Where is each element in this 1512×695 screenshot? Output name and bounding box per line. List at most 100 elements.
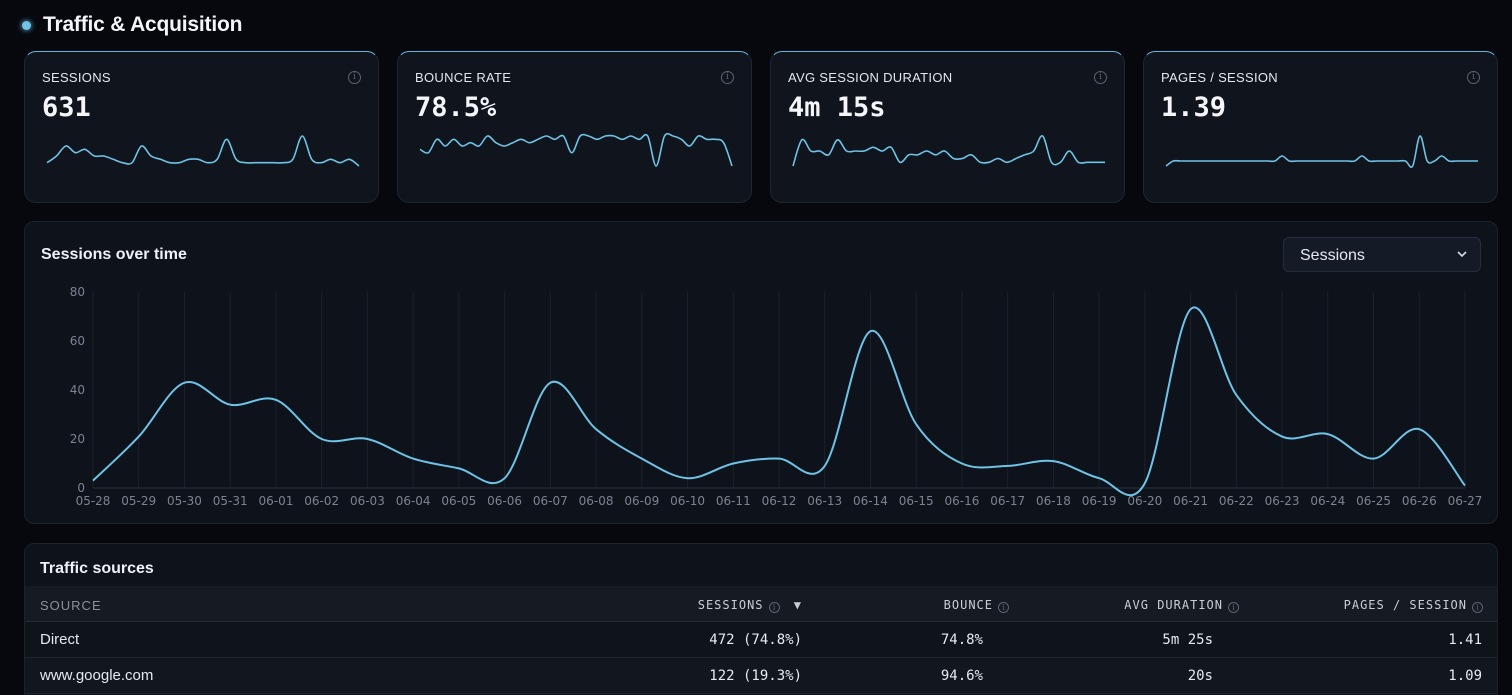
y-tick-label: 80: [70, 285, 85, 299]
info-icon[interactable]: i: [1472, 602, 1483, 613]
traffic-sources-card: Traffic sources SOURCE SESSIONS i ▼ BOUNC…: [24, 543, 1498, 695]
data-point: [410, 456, 416, 462]
kpi-card-bounce-rate: BOUNCE RATE 78.5% i: [397, 51, 752, 203]
data-point: [1233, 392, 1239, 398]
status-dot-icon: [22, 20, 31, 30]
data-point: [1188, 306, 1194, 312]
metric-select[interactable]: Sessions: [1283, 237, 1481, 272]
sparkline: [792, 135, 1105, 167]
data-point: [547, 380, 553, 386]
kpi-value: 1.39: [1161, 92, 1227, 123]
data-point: [273, 397, 279, 403]
info-icon[interactable]: i: [348, 71, 361, 84]
kpi-card-sessions: SESSIONS 631 i: [24, 51, 379, 203]
sessions-chart-card: 05-28 05-29 05-30 05-31 06-01 06-02 06-03 06-04…: [24, 221, 1498, 524]
info-icon[interactable]: i: [1467, 71, 1480, 84]
x-tick-label: 06-14: [853, 494, 888, 508]
info-icon[interactable]: i: [998, 602, 1009, 613]
table-header: SOURCE SESSIONS i ▼ BOUNCE i AVG DURATION i…: [25, 586, 1497, 622]
data-point: [639, 456, 645, 462]
x-tick-label: 06-16: [944, 494, 979, 508]
x-tick-label: 05-29: [121, 494, 156, 508]
kpi-card-pages-per-session: PAGES / SESSION 1.39 i: [1143, 51, 1498, 203]
section-title: Traffic & Acquisition: [43, 13, 243, 36]
data-point: [502, 475, 508, 481]
kpi-label: AVG SESSION DURATION: [788, 70, 953, 85]
data-point: [456, 465, 462, 471]
kpi-value: 4m 15s: [788, 92, 886, 123]
data-point: [685, 475, 691, 481]
x-tick-label: 06-10: [670, 494, 705, 508]
info-icon[interactable]: i: [1094, 71, 1107, 84]
kpi-label: BOUNCE RATE: [415, 70, 512, 85]
data-point: [364, 436, 370, 442]
sparkline-path: [46, 135, 360, 167]
data-point: [776, 456, 782, 462]
column-header-sessions-label: SESSIONS: [697, 598, 764, 612]
cell-avg-duration: 5m 25s: [1162, 632, 1213, 648]
x-tick-label: 06-20: [1127, 494, 1162, 508]
column-header-duration-label: AVG DURATION: [1124, 598, 1223, 612]
column-header-pages-per-session[interactable]: PAGES / SESSION i: [1344, 598, 1483, 613]
sparkline-path: [419, 132, 733, 167]
y-tick-label: 0: [77, 481, 85, 495]
cell-avg-duration: 20s: [1187, 668, 1213, 684]
x-tick-label: 06-11: [716, 494, 751, 508]
y-tick-label: 20: [70, 432, 85, 446]
cell-sessions: 472 (74.8%): [709, 632, 802, 648]
data-point: [959, 461, 965, 467]
x-tick-label: 06-23: [1265, 494, 1300, 508]
x-tick-label: 06-02: [304, 494, 339, 508]
cell-pages-per-session: 1.41: [1448, 632, 1482, 648]
sparkline: [46, 135, 360, 167]
kpi-label: PAGES / SESSION: [1161, 70, 1278, 85]
cell-source: www.google.com: [40, 667, 154, 684]
info-icon[interactable]: i: [768, 602, 780, 613]
x-tick-label: 06-25: [1356, 494, 1391, 508]
cell-bounce: 94.6%: [940, 668, 983, 684]
sessions-line-chart: 05-28 05-29 05-30 05-31 06-01 06-02 06-03 06-04…: [70, 285, 1483, 508]
column-header-avg-duration[interactable]: AVG DURATION i: [1124, 598, 1239, 613]
data-point: [867, 328, 873, 334]
column-header-bounce[interactable]: BOUNCE i: [944, 598, 1009, 613]
column-header-pages-label: PAGES / SESSION: [1343, 598, 1467, 612]
data-point: [822, 463, 828, 469]
data-point: [136, 434, 142, 440]
table-row[interactable]: www.google.com 122 (19.3%) 94.6% 20s 1.0…: [25, 658, 1497, 694]
x-tick-label: 06-08: [579, 494, 614, 508]
info-icon[interactable]: i: [721, 71, 734, 84]
data-point: [181, 380, 187, 386]
y-tick-label: 60: [70, 334, 85, 348]
x-tick-label: 06-21: [1173, 494, 1208, 508]
sort-desc-icon: ▼: [793, 598, 802, 612]
metric-select-value: Sessions: [1300, 247, 1365, 264]
sparkline: [419, 132, 733, 167]
sparkline-path: [1165, 135, 1478, 168]
x-tick-label: 06-12: [762, 494, 797, 508]
column-header-sessions[interactable]: SESSIONS i ▼: [698, 598, 802, 613]
data-point: [1005, 463, 1011, 469]
x-tick-label: 06-24: [1310, 494, 1345, 508]
x-tick-label: 06-01: [258, 494, 293, 508]
data-point: [90, 478, 96, 484]
chevron-down-icon: [1457, 251, 1467, 258]
cell-source: Direct: [40, 631, 80, 648]
table-row[interactable]: Direct 472 (74.8%) 74.8% 5m 25s 1.41: [25, 622, 1497, 658]
table-title: Traffic sources: [40, 560, 154, 577]
x-tick-label: 06-09: [624, 494, 659, 508]
data-point: [1325, 431, 1331, 437]
cell-pages-per-session: 1.09: [1448, 668, 1482, 684]
kpi-label: SESSIONS: [42, 70, 111, 85]
x-tick-label: 06-04: [396, 494, 431, 508]
column-header-source[interactable]: SOURCE: [40, 598, 102, 613]
data-point: [1416, 426, 1422, 432]
kpi-value: 631: [42, 92, 91, 123]
data-point: [1096, 475, 1102, 481]
column-header-bounce-label: BOUNCE: [943, 598, 993, 612]
sparkline-path: [792, 135, 1105, 167]
section-header: Traffic & Acquisition: [22, 12, 242, 38]
cell-bounce: 74.8%: [940, 632, 983, 648]
x-tick-label: 06-17: [990, 494, 1025, 508]
x-tick-label: 06-19: [1082, 494, 1117, 508]
info-icon[interactable]: i: [1228, 602, 1239, 613]
